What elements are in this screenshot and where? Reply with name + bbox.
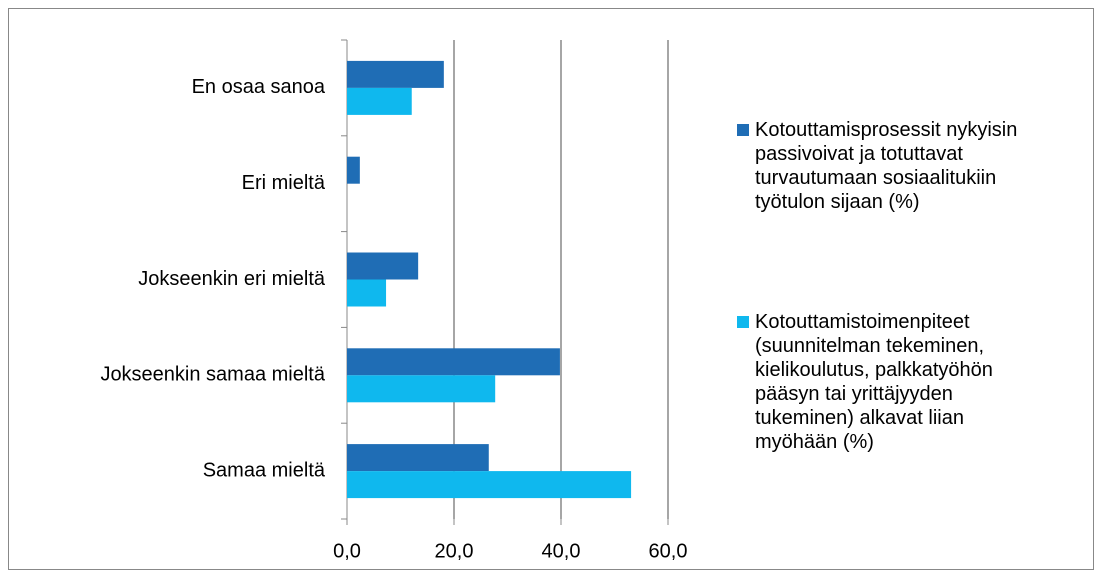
chart-border [8,8,1094,570]
x-tick-label: 20,0 [435,540,474,562]
bar [347,252,419,280]
bar [347,279,387,307]
bar [347,375,496,403]
bar [347,348,560,376]
legend-label: Kotouttamistoimenpiteet (suunnitelman te… [755,311,993,453]
x-tick-label: 0,0 [333,540,361,562]
x-tick-label: 60,0 [649,540,688,562]
legend-swatch [737,316,749,328]
y-tick-label: Eri mieltä [242,172,326,194]
y-tick-label: En osaa sanoa [192,76,326,98]
y-tick-label: Jokseenkin eri mieltä [138,268,326,290]
bar [347,471,632,499]
legend-label: Kotouttamisprosessit nykyisin passivoiva… [755,119,1018,213]
bar [347,156,360,184]
legend-swatch [737,124,749,136]
y-tick-label: Samaa mieltä [203,459,326,481]
bar [347,87,412,115]
bar [347,60,444,88]
bar [347,444,489,472]
y-tick-label: Jokseenkin samaa mieltä [100,364,325,386]
x-tick-label: 40,0 [542,540,581,562]
